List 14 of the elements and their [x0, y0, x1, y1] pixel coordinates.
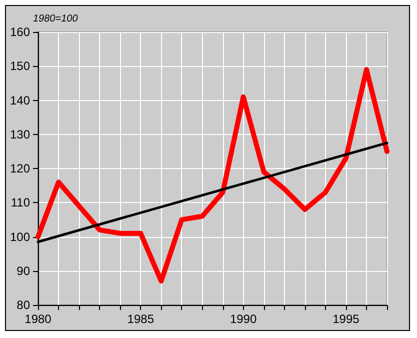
x-tick-label: 1980 [24, 312, 52, 326]
y-tick-label: 100 [10, 230, 30, 244]
y-tick-label: 130 [10, 127, 30, 142]
y-tick-label: 160 [10, 25, 30, 39]
x-tick-label: 1995 [332, 312, 360, 326]
y-tick-label: 150 [10, 59, 30, 74]
y-axis-title: 1980=100 [33, 14, 78, 24]
x-tick-label: 1985 [127, 312, 154, 326]
y-tick-label: 140 [10, 93, 30, 108]
y-tick-label: 80 [16, 298, 30, 312]
y-tick-label: 110 [10, 196, 30, 210]
x-tick-label: 1990 [230, 312, 257, 326]
y-tick-label: 90 [16, 264, 30, 278]
y-tick-label: 120 [10, 162, 30, 176]
